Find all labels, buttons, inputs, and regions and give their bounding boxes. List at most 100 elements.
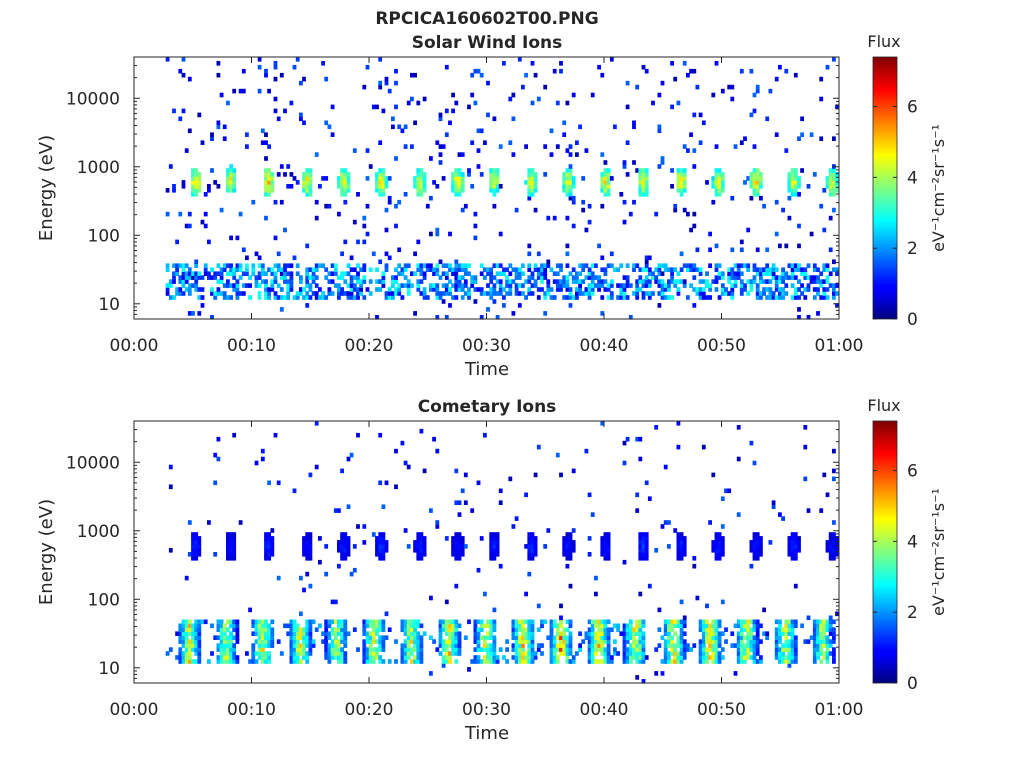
spectrogram-cell [375,287,379,292]
spectrogram-cell [543,311,548,316]
spectrogram-cell [765,271,770,276]
spectrogram-cell [533,279,538,284]
spectrogram-cell [641,295,646,300]
spectrogram-cell [470,92,475,98]
spectrogram-cell [711,627,716,632]
spectrogram-cell [460,184,465,189]
spectrogram-cell [406,627,411,632]
spectrogram-cell [701,647,706,652]
spectrogram-cell [790,176,795,181]
spectrogram-cell [175,291,179,296]
spectrogram-cell [222,635,227,640]
spectrogram-cell [476,635,481,640]
spectrogram-cell [371,623,376,629]
spectrogram-cell [682,207,687,213]
spectrogram-cell [492,619,497,625]
spectrogram-cell [562,647,567,652]
spectrogram-cell [381,540,386,545]
spectrogram-cell [578,283,582,288]
spectrogram-cell [682,144,687,149]
spectrogram-cell [444,639,449,644]
spectrogram-cell [229,655,233,660]
spectrogram-cell [635,295,640,300]
spectrogram-cell [181,643,186,648]
spectrogram-cell [622,160,627,165]
spectrogram-cell [178,623,183,629]
spectrogram-cell [454,623,459,629]
spectrogram-cell [828,627,833,632]
spectrogram-cell [549,647,554,652]
spectrogram-cell [264,623,268,629]
spectrogram-cell [327,635,332,640]
spectrogram-cell [359,287,363,292]
spectrogram-cell [384,80,389,86]
spectrogram-cell [343,659,348,664]
spectrogram-cell [305,536,310,541]
spectrogram-cell [676,271,681,276]
spectrogram-cell [207,520,211,525]
spectrogram-cell [524,619,528,625]
spectrogram-cell [302,184,306,189]
spectrogram-cell [438,152,443,157]
spectrogram-cell [406,639,411,644]
spectrogram-cell [543,271,548,276]
spectrogram-cell [825,184,830,189]
spectrogram-cell [486,631,490,636]
spectrogram-cell [835,291,839,296]
spectrogram-cell [568,192,573,197]
spectrogram-cell [463,271,468,276]
spectrogram-cell [210,291,214,296]
spectrogram-cell [260,279,265,284]
spectrogram-cell [708,295,712,300]
spectrogram-cell [673,647,678,652]
spectrogram-cell [222,631,227,636]
spectrogram-cell [213,295,218,300]
spectrogram-cell [705,271,709,276]
spectrogram-cell [219,655,224,660]
spectrogram-cell [793,659,798,664]
spectrogram-cell [812,647,817,652]
spectrogram-cell [330,271,335,276]
spectrogram-cell [384,635,389,640]
spectrogram-cell [248,659,252,664]
spectrogram-cell [759,271,763,276]
spectrogram-cell [701,655,706,660]
spectrogram-cell [378,647,383,652]
spectrogram-cell [565,263,570,268]
spectrogram-cell [476,655,481,660]
spectrogram-cell [759,267,763,272]
spectrogram-cell [416,172,421,177]
spectrogram-cell [444,287,449,292]
spectrogram-cell [479,619,484,625]
spectrogram-cell [489,180,494,185]
spectrogram-cell [584,148,589,153]
spectrogram-cell [245,132,249,137]
y-tick-label: 10000 [66,453,120,473]
spectrogram-cell [381,188,386,193]
spectrogram-cell [714,287,719,292]
spectrogram-cell [508,291,513,296]
spectrogram-cell [752,639,757,644]
spectrogram-cell [267,144,271,149]
spectrogram-cell [184,639,189,644]
spectrogram-cell [641,556,646,561]
spectrogram-cell [812,287,817,292]
spectrogram-cell [314,215,319,221]
spectrogram-cell [603,184,608,189]
spectrogram-cell [232,88,237,94]
spectrogram-cell [625,80,630,86]
spectrogram-cell [403,631,408,636]
spectrogram-cell [565,251,570,257]
spectrogram-cell [181,279,186,284]
spectrogram-cell [533,472,538,478]
spectrogram-cell [787,275,792,280]
spectrogram-cell [530,540,535,545]
spectrogram-cell [755,168,760,173]
spectrogram-cell [543,144,548,149]
spectrogram-cell [635,675,640,680]
spectrogram-cell [543,295,548,300]
spectrogram-cell [638,436,643,442]
spectrogram-cell [555,631,560,636]
spectrogram-cell [238,267,243,272]
spectrogram-cell [187,287,192,292]
